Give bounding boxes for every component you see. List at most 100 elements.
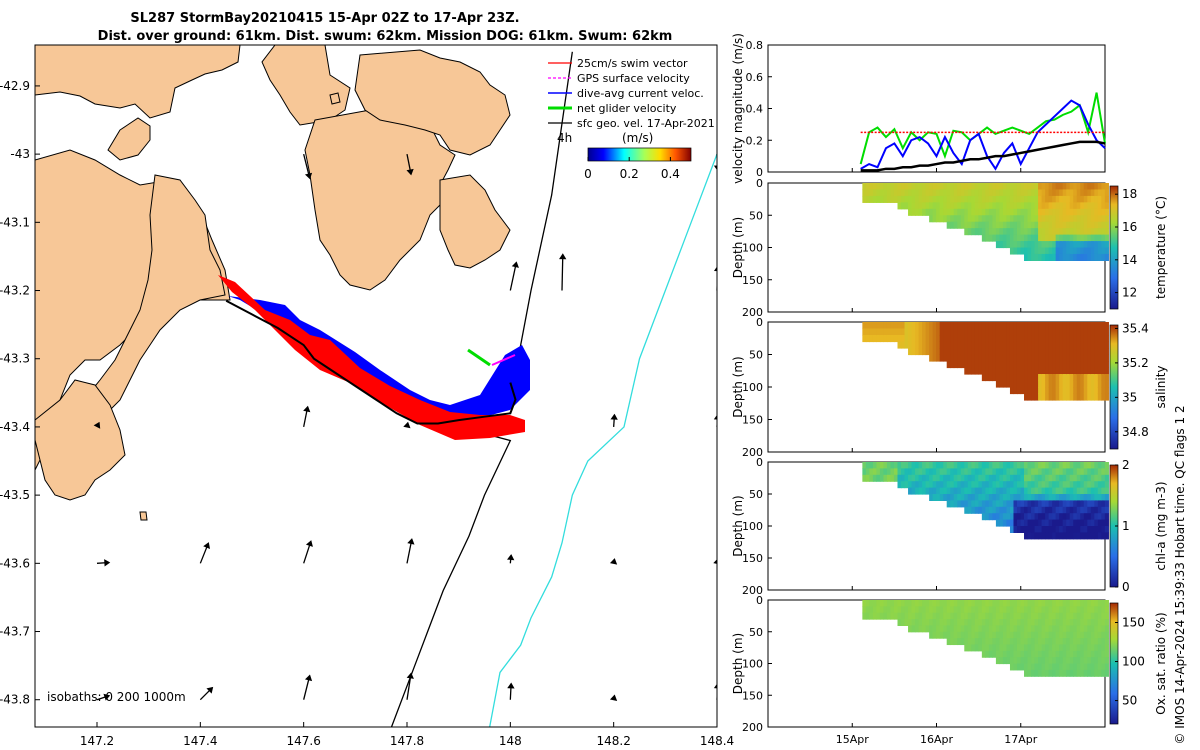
heatmap-cell — [1034, 247, 1039, 255]
heatmap-cell — [964, 322, 969, 330]
velocity-series-line — [860, 140, 1106, 172]
heatmap-cell — [893, 322, 899, 330]
heatmap-cell — [915, 341, 920, 349]
heatmap-cell — [1048, 328, 1053, 336]
heatmap-cell — [1062, 241, 1067, 249]
heatmap-cell — [1090, 328, 1095, 336]
heatmap-cell — [1066, 195, 1071, 203]
heatmap-cell — [981, 208, 986, 216]
heatmap-cell — [1104, 241, 1109, 249]
heatmap-cell — [1024, 669, 1029, 677]
heatmap-cell — [939, 335, 944, 343]
heatmap-cell — [1097, 221, 1102, 229]
heatmap-cell — [925, 202, 930, 210]
heatmap-cell — [1083, 253, 1088, 261]
heatmap-cell — [1027, 468, 1032, 476]
heatmap-cell — [1009, 341, 1015, 349]
heatmap-cell — [862, 335, 867, 343]
heatmap-cell — [1016, 663, 1022, 671]
heatmap-cell — [1069, 328, 1074, 336]
heatmap-cell — [957, 494, 962, 501]
heatmap-cell — [1094, 335, 1099, 343]
heatmap-cell — [1002, 519, 1008, 527]
heatmap-cell — [978, 228, 983, 236]
heatmap-cell — [1076, 202, 1081, 210]
heatmap-cell — [1020, 367, 1025, 375]
heatmap-cell — [1041, 481, 1046, 489]
heatmap-cell — [1094, 361, 1099, 369]
heatmap-cell — [1013, 380, 1018, 388]
heatmap-cell — [988, 348, 993, 356]
heatmap-cell — [1038, 494, 1043, 501]
heatmap-cell — [999, 494, 1004, 501]
heatmap-cell — [911, 612, 916, 620]
heatmap-cell — [1048, 519, 1053, 527]
heatmap-cell — [1006, 228, 1011, 236]
heatmap-cell — [1045, 393, 1050, 401]
heatmap-cell — [964, 354, 969, 362]
heatmap-cell — [925, 462, 930, 469]
heatmap-cell — [1073, 468, 1078, 476]
heatmap-cell — [1052, 619, 1057, 626]
heatmap-cell — [1016, 202, 1022, 210]
heatmap-cell — [915, 202, 920, 210]
heatmap-cell — [960, 612, 965, 620]
heatmap-cell — [1097, 619, 1102, 626]
heatmap-cell — [967, 600, 972, 607]
heatmap-cell — [1045, 208, 1050, 216]
heatmap-cell — [1020, 487, 1025, 495]
heatmap-cell — [992, 638, 997, 646]
heatmap-cell — [932, 625, 937, 633]
heatmap-cell — [995, 462, 1001, 469]
heatmap-cell — [1041, 663, 1046, 671]
heatmap-cell — [1101, 468, 1106, 476]
heatmap-cell — [1090, 189, 1095, 197]
heatmap-cell — [1048, 487, 1053, 495]
heatmap-cell — [876, 183, 881, 191]
heatmap-cell — [872, 474, 878, 482]
heatmap-cell — [922, 487, 927, 495]
heatmap-cell — [1069, 183, 1074, 191]
gps-surface-arrow — [491, 354, 516, 366]
heatmap-cell — [1069, 494, 1074, 501]
heatmap-cell — [967, 500, 972, 508]
heatmap-cell — [1034, 462, 1039, 469]
heatmap-cell — [1062, 341, 1067, 349]
heatmap-cell — [1073, 361, 1078, 369]
heatmap-cell — [995, 348, 1001, 356]
heatmap-cell — [1073, 619, 1078, 626]
heatmap-cell — [1073, 481, 1078, 489]
heatmap-cell — [1097, 494, 1102, 501]
heatmap-cell — [953, 619, 958, 626]
heatmap-cell — [1094, 354, 1099, 362]
heatmap-cell — [988, 328, 993, 336]
heatmap-cell — [915, 481, 920, 489]
heatmap-cell — [929, 189, 934, 197]
heatmap-cell — [922, 335, 927, 343]
heatmap-cell — [1076, 526, 1081, 533]
profile-ytick-label: 0 — [756, 316, 763, 329]
heatmap-cell — [1073, 208, 1078, 216]
heatmap-cell — [918, 341, 923, 349]
heatmap-cell — [995, 367, 1001, 375]
heatmap-cell — [1083, 221, 1088, 229]
heatmap-cell — [1048, 367, 1053, 375]
heatmap-cell — [1027, 631, 1032, 639]
heatmap-cell — [1080, 663, 1085, 671]
heatmap-cell — [995, 380, 1001, 388]
heatmap-cell — [1104, 487, 1109, 495]
heatmap-cell — [929, 215, 934, 223]
heatmap-cell — [1002, 221, 1008, 229]
heatmap-cell — [946, 221, 951, 229]
heatmap-cell — [1076, 221, 1081, 229]
heatmap-cell — [1031, 322, 1036, 330]
heatmap-cell — [999, 462, 1004, 469]
heatmap-cell — [1031, 638, 1036, 646]
heatmap-cell — [1034, 650, 1039, 658]
heatmap-cell — [1076, 669, 1081, 677]
heatmap-cell — [995, 638, 1001, 646]
heatmap-cell — [893, 462, 899, 469]
heatmap-cell — [946, 189, 951, 197]
heatmap-cell — [1094, 468, 1099, 476]
heatmap-cell — [1083, 619, 1088, 626]
